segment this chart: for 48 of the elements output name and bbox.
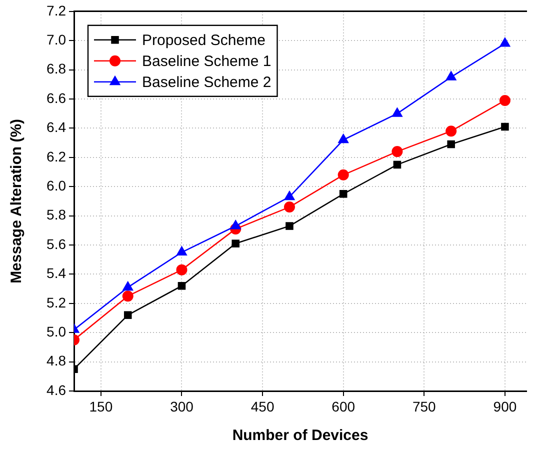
y-tick-label: 6.6 bbox=[46, 90, 66, 106]
x-tick-label: 900 bbox=[493, 398, 517, 414]
y-tick-label: 5.8 bbox=[46, 206, 66, 223]
point bbox=[393, 160, 402, 169]
y-tick-label: 6.2 bbox=[46, 148, 66, 164]
y-tick-label: 7.2 bbox=[46, 2, 66, 18]
point bbox=[499, 37, 511, 47]
x-tick-label: 600 bbox=[332, 398, 356, 414]
y-tick-label: 6.8 bbox=[46, 60, 66, 77]
point bbox=[392, 146, 403, 158]
point bbox=[284, 202, 295, 213]
point bbox=[284, 190, 296, 200]
point bbox=[501, 122, 509, 131]
point bbox=[230, 220, 242, 230]
point bbox=[392, 107, 403, 117]
y-tick-label: 6.4 bbox=[46, 119, 66, 136]
point bbox=[122, 280, 134, 291]
legend-label: Proposed Scheme bbox=[142, 32, 266, 50]
legend-label: Baseline Scheme 2 bbox=[142, 74, 272, 92]
point bbox=[447, 140, 455, 148]
y-tick-label: 5.2 bbox=[46, 294, 66, 310]
y-tick-label: 4.6 bbox=[46, 382, 66, 398]
y-tick-label: 5.4 bbox=[46, 265, 66, 282]
x-axis-title: Number of Devices bbox=[232, 427, 368, 444]
point bbox=[499, 94, 510, 106]
point bbox=[286, 222, 294, 230]
y-tick-label: 7.0 bbox=[46, 31, 66, 48]
y-tick-label: 4.8 bbox=[46, 352, 66, 369]
point bbox=[176, 264, 188, 276]
x-tick-label: 300 bbox=[170, 398, 194, 414]
x-tick-label: 750 bbox=[412, 398, 436, 414]
point bbox=[339, 190, 348, 198]
point bbox=[124, 311, 132, 319]
point bbox=[178, 282, 186, 290]
x-tick-label: 450 bbox=[250, 398, 274, 414]
legend-label: Baseline Scheme 1 bbox=[142, 53, 272, 70]
y-tick-label: 6.0 bbox=[46, 177, 66, 194]
x-tick-label: 150 bbox=[89, 398, 113, 414]
point bbox=[176, 246, 188, 256]
point bbox=[338, 133, 349, 144]
point bbox=[445, 70, 457, 80]
y-tick-label: 5.6 bbox=[46, 236, 66, 252]
point bbox=[338, 169, 349, 180]
point bbox=[122, 290, 134, 302]
y-tick-label: 5.0 bbox=[46, 323, 66, 340]
y-axis-title: Message Alteration (%) bbox=[8, 118, 26, 284]
point bbox=[232, 240, 240, 248]
point bbox=[446, 126, 457, 137]
